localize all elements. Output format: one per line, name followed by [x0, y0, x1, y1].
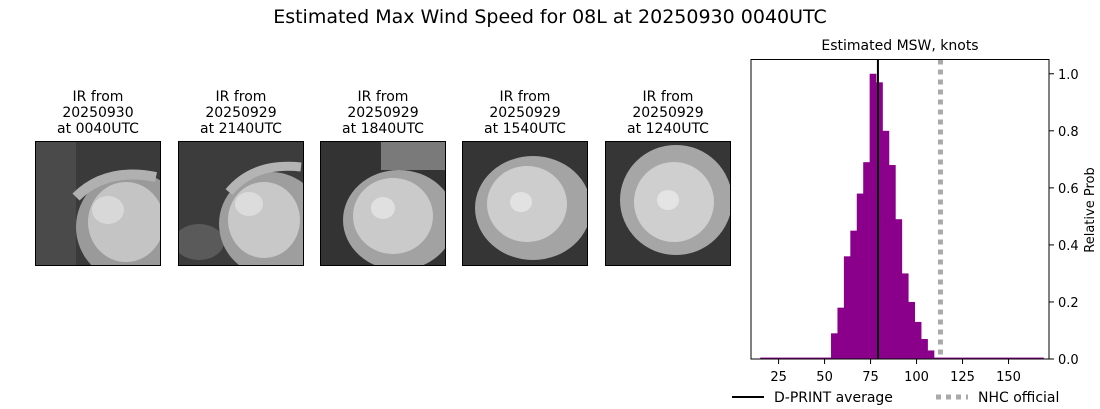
y-tick-label: 0.6 [1058, 182, 1079, 197]
histogram-bar [792, 357, 800, 359]
ir-caption-2: IR from 20250929 at 2140UTC [178, 89, 304, 141]
histogram-bar [882, 130, 890, 359]
ir-panel-5: IR from 20250929 at 1240UTC [605, 89, 731, 266]
histogram-bar [959, 357, 967, 359]
histogram-bar [837, 307, 845, 359]
histogram-bar [908, 301, 916, 359]
ir-caption-line1: IR from [215, 89, 267, 105]
legend-nhc-label: NHC official [978, 390, 1059, 406]
histogram-bar [760, 357, 767, 359]
x-axis-ticks: 25 50 75 100 125 150 [770, 359, 1021, 385]
histogram-bar [979, 357, 986, 359]
ir-caption-3: IR from 20250929 at 1840UTC [320, 89, 446, 141]
histogram-bar [940, 357, 948, 359]
ir-panel-2: IR from 20250929 at 2140UTC [178, 89, 304, 266]
ir-caption-line1: IR from [357, 89, 409, 105]
ir-satellite-image-5 [605, 141, 731, 266]
ir-caption-line1: IR from [499, 89, 551, 105]
histogram-bar [850, 230, 858, 359]
x-tick-label: 25 [770, 370, 787, 385]
y-axis-ticks: 0.0 0.2 0.4 0.6 0.8 1.0 [1049, 68, 1079, 368]
x-tick-label: 100 [904, 370, 929, 385]
histogram-bar [1004, 357, 1012, 359]
histogram-bar [985, 357, 993, 359]
y-tick-label: 0.2 [1058, 296, 1079, 311]
histogram-bar [831, 333, 838, 359]
histogram-bar [953, 357, 961, 359]
x-tick-label: 75 [862, 370, 879, 385]
y-axis-label: Relative Prob [1083, 167, 1098, 252]
histogram-bar [785, 357, 793, 359]
histogram-bar [805, 357, 813, 359]
x-tick-label: 150 [996, 370, 1021, 385]
histogram-bar [843, 256, 851, 359]
histogram-bar [966, 357, 973, 359]
histogram-bar [856, 193, 864, 359]
ir-caption-date: 20250929 [489, 105, 561, 121]
histogram-bar [934, 357, 941, 359]
y-tick-label: 0.8 [1058, 125, 1079, 140]
histogram-bar [876, 82, 883, 360]
y-tick-label: 0.4 [1058, 239, 1079, 254]
figure-title: Estimated Max Wind Speed for 08L at 2025… [273, 6, 827, 28]
histogram-bar [779, 357, 787, 359]
histogram-bar [895, 219, 903, 359]
x-tick-label: 125 [950, 370, 975, 385]
histogram-bar [863, 162, 870, 359]
histogram-bar [811, 357, 819, 359]
x-tick-label: 50 [816, 370, 833, 385]
histogram-bar [946, 357, 954, 359]
ir-caption-date: 20250930 [62, 105, 134, 121]
histogram-bar [1030, 357, 1038, 359]
histogram-bar [818, 357, 825, 359]
histogram-bar [798, 357, 806, 359]
histogram-bars [760, 73, 1044, 360]
plot-frame [750, 59, 1050, 360]
histogram-bar [1037, 357, 1044, 359]
histogram-bar [998, 357, 1006, 359]
histogram-bar [1024, 357, 1031, 359]
ir-satellite-image-1 [35, 141, 161, 266]
ir-caption-4: IR from 20250929 at 1540UTC [462, 89, 588, 141]
ir-caption-date: 20250929 [632, 105, 704, 121]
histogram-bar [888, 165, 896, 359]
ir-caption-date: 20250929 [347, 105, 419, 121]
histogram-bar [914, 321, 922, 359]
ir-satellite-image-3 [320, 141, 446, 266]
histogram-bar [972, 357, 980, 359]
legend: D-PRINT average NHC official [732, 390, 1059, 406]
histogram-bar [773, 357, 780, 359]
histogram-bar [766, 357, 774, 359]
ir-panel-1: IR from 20250930 at 0040UTC [35, 89, 161, 266]
legend-dprint-label: D-PRINT average [774, 390, 893, 406]
histogram-bar [1011, 357, 1019, 359]
ir-caption-time: at 0040UTC [57, 121, 139, 137]
ir-caption-time: at 1540UTC [484, 121, 566, 137]
ir-satellite-image-2 [178, 141, 304, 266]
histogram-bar [901, 273, 909, 359]
ir-caption-time: at 1840UTC [342, 121, 424, 137]
ir-panel-4: IR from 20250929 at 1540UTC [462, 89, 588, 266]
histogram-bar [824, 357, 832, 359]
histogram-bar [991, 357, 999, 359]
ir-caption-1: IR from 20250930 at 0040UTC [35, 89, 161, 141]
histogram-bar [1017, 357, 1025, 359]
histogram-bar [927, 350, 935, 359]
y-tick-label: 1.0 [1058, 68, 1079, 83]
histogram-bar [921, 339, 928, 359]
ir-caption-5: IR from 20250929 at 1240UTC [605, 89, 731, 141]
ir-caption-time: at 1240UTC [627, 121, 709, 137]
chart-title: Estimated MSW, knots [821, 38, 978, 54]
ir-caption-time: at 2140UTC [200, 121, 282, 137]
ir-satellite-image-4 [462, 141, 588, 266]
ir-caption-line1: IR from [642, 89, 694, 105]
ir-panel-3: IR from 20250929 at 1840UTC [320, 89, 446, 266]
histogram-bar [869, 73, 877, 359]
ir-caption-date: 20250929 [205, 105, 277, 121]
ir-caption-line1: IR from [72, 89, 124, 105]
y-tick-label: 0.0 [1058, 353, 1079, 368]
